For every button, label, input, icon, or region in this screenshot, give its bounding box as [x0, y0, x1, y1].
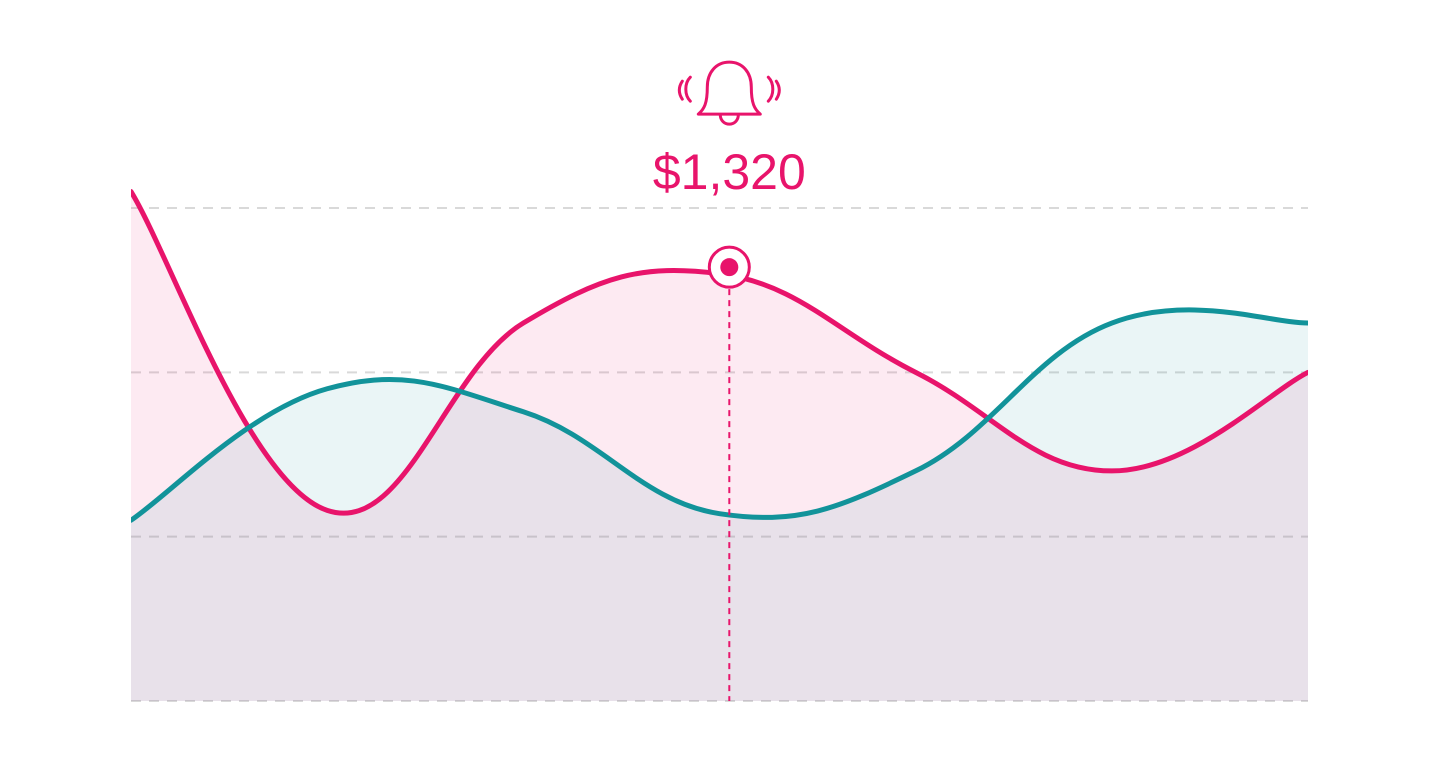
highlight-point[interactable]: [720, 258, 739, 277]
series-line-series-b: [131, 307, 1308, 523]
series-area-series-b: [131, 309, 1308, 701]
bell-ringing-icon: [677, 60, 781, 126]
grid: [131, 207, 1308, 702]
highlight-value-label: $1,320: [653, 144, 806, 200]
areas: [131, 191, 1308, 702]
series-lines: [131, 189, 1308, 523]
highlight-marker: $1,320: [653, 60, 806, 701]
series-line-series-a: [131, 189, 1308, 516]
series-area-series-a: [131, 191, 1308, 702]
